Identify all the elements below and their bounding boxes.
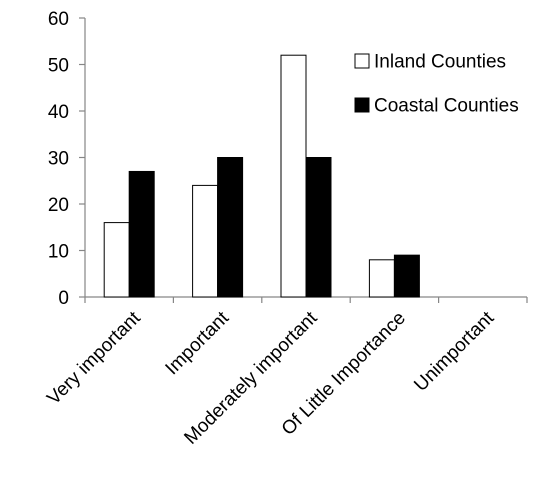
bar-inland-3: [368, 259, 395, 298]
legend-label: Inland Counties: [374, 52, 506, 73]
legend-swatch: [354, 97, 370, 113]
y-tick-label: 40: [48, 102, 69, 123]
y-tick-label: 0: [58, 288, 69, 309]
legend-label: Coastal Counties: [374, 96, 519, 117]
legend: Inland Counties Coastal Counties: [354, 52, 519, 117]
y-tick-label: 20: [48, 195, 69, 216]
bar-inland-2: [280, 54, 307, 298]
y-tick-label: 60: [48, 9, 69, 30]
bar-coastal-1: [217, 157, 244, 298]
y-tick-label: 50: [48, 56, 69, 77]
bar-coastal-2: [305, 157, 332, 298]
legend-swatch: [354, 53, 370, 69]
bar-inland-1: [192, 184, 219, 298]
bars: [103, 54, 420, 298]
y-axis-ticks: 0 10 20 30 40 50 60: [48, 9, 85, 309]
x-axis-ticks: [84, 297, 528, 303]
bar-coastal-3: [393, 254, 420, 298]
bar-inland-0: [103, 222, 130, 298]
category-label: Important: [162, 307, 234, 379]
bar-coastal-0: [128, 170, 155, 298]
category-label: Unimportant: [410, 307, 499, 396]
category-label: Very important: [43, 307, 145, 409]
y-tick-label: 10: [48, 242, 69, 263]
y-tick-label: 30: [48, 149, 69, 170]
